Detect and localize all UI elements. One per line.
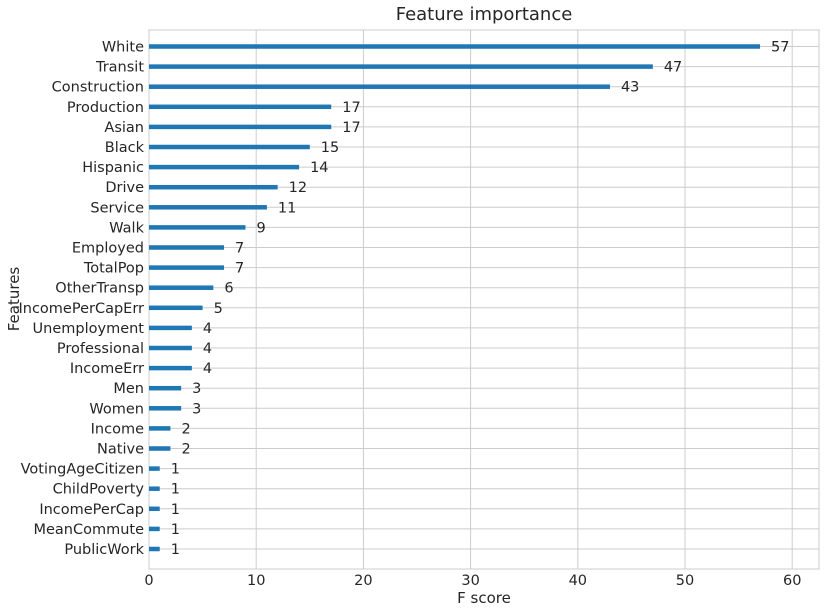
y-tick-label: Production xyxy=(67,100,144,116)
bar xyxy=(149,546,160,552)
x-tick-label: 60 xyxy=(783,573,801,589)
bar xyxy=(149,285,214,290)
plot-frame xyxy=(148,29,820,570)
y-tick-label: PublicWork xyxy=(64,542,144,558)
bar xyxy=(149,385,182,391)
bar-value-label: 1 xyxy=(171,462,180,478)
y-tick-label: Black xyxy=(105,140,145,156)
bar-value-label: 3 xyxy=(192,401,201,417)
bar xyxy=(149,526,160,532)
bar-value-label: 14 xyxy=(310,160,328,176)
bar xyxy=(149,104,332,110)
y-tick-label: Walk xyxy=(109,220,144,236)
y-tick-label: Service xyxy=(90,200,144,216)
y-axis-label: Features xyxy=(5,267,23,332)
bar-value-label: 47 xyxy=(664,60,682,76)
y-tick-label: Men xyxy=(113,381,144,397)
bar xyxy=(149,345,192,351)
y-tick-label: Drive xyxy=(105,180,144,196)
bar xyxy=(149,426,171,431)
bar xyxy=(149,184,278,190)
bar xyxy=(149,265,225,270)
bar-value-label: 1 xyxy=(171,542,180,558)
bar-value-label: 43 xyxy=(621,80,639,96)
x-tick-label: 30 xyxy=(461,573,479,589)
bar xyxy=(149,225,246,230)
y-tick-label: Unemployment xyxy=(33,321,145,337)
bars xyxy=(149,44,761,552)
bar xyxy=(149,164,300,170)
bar-value-label: 9 xyxy=(256,220,265,236)
bar-value-label: 3 xyxy=(192,381,201,397)
y-tick-label: Employed xyxy=(72,241,144,257)
bar xyxy=(149,44,761,49)
chart-title: Feature importance xyxy=(396,4,573,25)
y-tick-label: Women xyxy=(89,401,144,417)
bar-value-label: 12 xyxy=(289,180,307,196)
y-tick-label: MeanCommute xyxy=(33,522,144,538)
bar xyxy=(149,325,192,331)
bar-value-label: 2 xyxy=(181,442,190,458)
x-tick-label: 0 xyxy=(144,573,153,589)
bar xyxy=(149,124,332,130)
bar xyxy=(149,84,610,89)
y-tick-label: TotalPop xyxy=(83,261,144,277)
bar xyxy=(149,205,267,210)
bar-value-label: 11 xyxy=(278,200,296,216)
y-tick-labels: White Transit Construction Production Asian B… xyxy=(18,40,144,559)
y-tick-label: Income xyxy=(91,421,144,437)
bar xyxy=(149,144,310,150)
bar-value-label: 1 xyxy=(171,482,180,498)
x-tick-label: 40 xyxy=(569,573,587,589)
bar-value-label: 15 xyxy=(321,140,339,156)
bar-value-label: 2 xyxy=(181,421,190,437)
x-tick-label: 10 xyxy=(247,573,265,589)
y-tick-label: IncomePerCapErr xyxy=(18,301,144,317)
bar xyxy=(149,506,160,512)
bar-value-label: 7 xyxy=(235,261,244,277)
bar-value-label: 5 xyxy=(214,301,223,317)
bar xyxy=(149,446,171,451)
bar xyxy=(149,305,203,311)
bar xyxy=(149,466,160,471)
bar-value-label: 4 xyxy=(203,361,212,377)
y-tick-label: OtherTransp xyxy=(55,281,144,297)
y-tick-label: White xyxy=(102,40,144,56)
bar xyxy=(149,245,225,250)
bar-value-label: 57 xyxy=(771,40,789,56)
y-tick-label: Native xyxy=(97,442,144,458)
bar-value-label: 17 xyxy=(342,100,360,116)
bar xyxy=(149,406,182,411)
bar xyxy=(149,486,160,491)
y-tick-label: Asian xyxy=(104,120,144,136)
grid-lines xyxy=(148,30,819,569)
bar-value-label: 4 xyxy=(203,321,212,337)
bar-value-label: 4 xyxy=(203,341,212,357)
y-tick-label: IncomePerCap xyxy=(39,502,144,518)
x-tick-label: 50 xyxy=(676,573,694,589)
x-tick-labels: 0 10 20 30 40 50 60 xyxy=(144,573,801,589)
y-tick-label: VotingAgeCitizen xyxy=(21,462,144,478)
bar-value-label: 7 xyxy=(235,241,244,257)
y-tick-label: Construction xyxy=(52,80,144,96)
y-tick-label: Professional xyxy=(57,341,144,357)
bar-value-label: 17 xyxy=(342,120,360,136)
x-tick-label: 20 xyxy=(354,573,372,589)
y-tick-label: Transit xyxy=(95,60,144,76)
y-tick-label: IncomeErr xyxy=(70,361,144,377)
bar-value-label: 6 xyxy=(224,281,233,297)
bar-value-label: 1 xyxy=(171,522,180,538)
bar xyxy=(149,365,192,371)
bar xyxy=(149,64,653,69)
x-axis-label: F score xyxy=(457,589,511,607)
bar-value-label: 1 xyxy=(171,502,180,518)
y-tick-label: Hispanic xyxy=(82,160,144,176)
y-tick-label: ChildPoverty xyxy=(53,482,145,498)
